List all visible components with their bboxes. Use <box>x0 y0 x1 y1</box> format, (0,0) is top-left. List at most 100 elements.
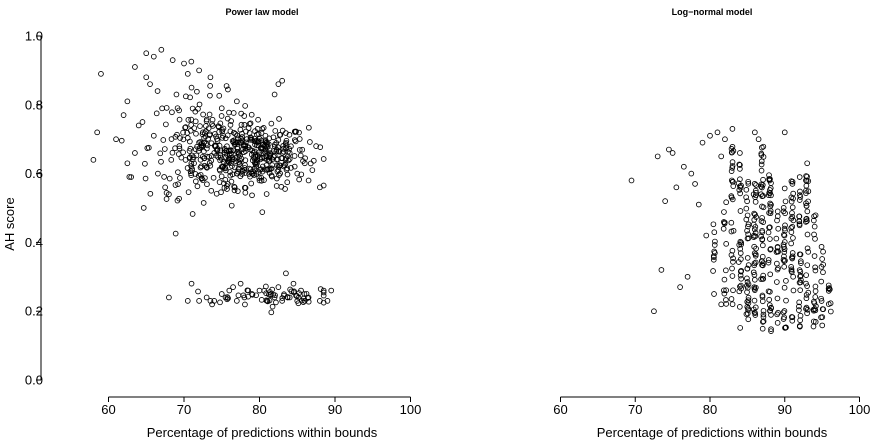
data-point <box>811 217 817 224</box>
data-point <box>628 177 635 184</box>
y-tick-label: 0.0 <box>25 373 43 388</box>
data-point <box>803 306 809 312</box>
data-point <box>774 260 780 267</box>
data-point <box>751 284 758 291</box>
data-point <box>774 266 781 273</box>
data-point <box>662 198 668 204</box>
data-point <box>251 165 258 172</box>
data-point <box>730 183 737 189</box>
data-point <box>207 83 213 89</box>
data-point <box>774 311 780 318</box>
y-tick-label: 0.2 <box>25 304 43 319</box>
y-tick-label: 0.6 <box>25 166 43 181</box>
data-point <box>210 174 217 181</box>
data-point <box>789 314 796 321</box>
data-point <box>751 210 757 217</box>
data-point <box>281 291 287 298</box>
data-point <box>279 298 285 304</box>
data-point <box>177 175 183 181</box>
data-point <box>154 88 161 94</box>
data-point <box>196 67 202 74</box>
data-point <box>257 166 263 173</box>
data-point <box>781 258 787 264</box>
data-point <box>729 165 736 171</box>
data-point <box>252 128 258 134</box>
data-point <box>163 121 169 128</box>
data-point <box>812 319 819 325</box>
data-point <box>214 147 221 154</box>
data-point <box>804 231 811 238</box>
data-point <box>720 225 727 232</box>
data-point <box>184 71 191 77</box>
data-point <box>804 245 811 252</box>
data-point <box>320 156 327 162</box>
data-point <box>263 191 270 197</box>
data-point <box>275 148 282 154</box>
data-point <box>309 167 316 173</box>
data-point <box>290 289 297 296</box>
data-point <box>158 46 165 53</box>
data-point <box>192 146 199 153</box>
data-point <box>737 246 744 252</box>
data-point <box>224 160 230 166</box>
data-point <box>200 200 207 206</box>
data-point <box>730 259 736 265</box>
data-point <box>237 126 244 133</box>
data-point <box>213 190 220 197</box>
data-point <box>228 178 235 185</box>
y-tick-label: 0.4 <box>25 235 43 250</box>
data-point <box>751 232 757 239</box>
data-point <box>811 213 817 220</box>
data-point <box>243 139 249 146</box>
data-point <box>234 298 240 304</box>
data-point <box>176 145 183 152</box>
data-point <box>737 208 744 214</box>
data-point <box>206 111 213 118</box>
data-point <box>711 229 718 236</box>
data-point <box>738 256 744 263</box>
data-point <box>818 295 824 302</box>
data-point <box>729 143 736 150</box>
data-point <box>729 126 736 132</box>
data-point <box>768 328 774 334</box>
data-point <box>201 155 207 161</box>
data-point <box>267 150 274 156</box>
data-point <box>188 160 195 167</box>
data-point <box>274 175 280 182</box>
data-point <box>235 151 242 158</box>
data-point <box>128 174 134 180</box>
data-point <box>161 146 168 152</box>
data-point <box>752 259 759 266</box>
data-point <box>780 205 787 211</box>
data-point <box>150 132 157 139</box>
data-point <box>218 105 225 112</box>
data-point <box>745 297 752 304</box>
data-point <box>760 318 767 325</box>
data-point <box>797 194 804 200</box>
power-law-x-axis: 60 70 80 90 100 <box>101 396 422 417</box>
x-tick-label: 100 <box>400 402 422 417</box>
data-point <box>161 174 167 180</box>
data-point <box>654 153 661 160</box>
y-tick-label: 1.0 <box>25 29 43 44</box>
data-point <box>758 158 765 165</box>
data-point <box>773 235 780 242</box>
data-point <box>227 122 234 128</box>
data-point <box>263 153 270 160</box>
data-point <box>282 141 289 147</box>
data-point <box>219 156 225 163</box>
data-point <box>217 299 223 306</box>
data-point <box>166 294 172 301</box>
data-point <box>766 302 773 308</box>
data-point <box>215 124 222 130</box>
data-point <box>193 130 199 137</box>
data-point <box>797 251 804 258</box>
data-point <box>812 283 819 290</box>
data-point <box>268 120 275 127</box>
data-point <box>723 267 729 274</box>
data-point <box>113 136 119 143</box>
data-point <box>242 143 249 150</box>
data-point <box>147 81 153 87</box>
data-point <box>743 194 749 201</box>
data-point <box>192 118 199 125</box>
